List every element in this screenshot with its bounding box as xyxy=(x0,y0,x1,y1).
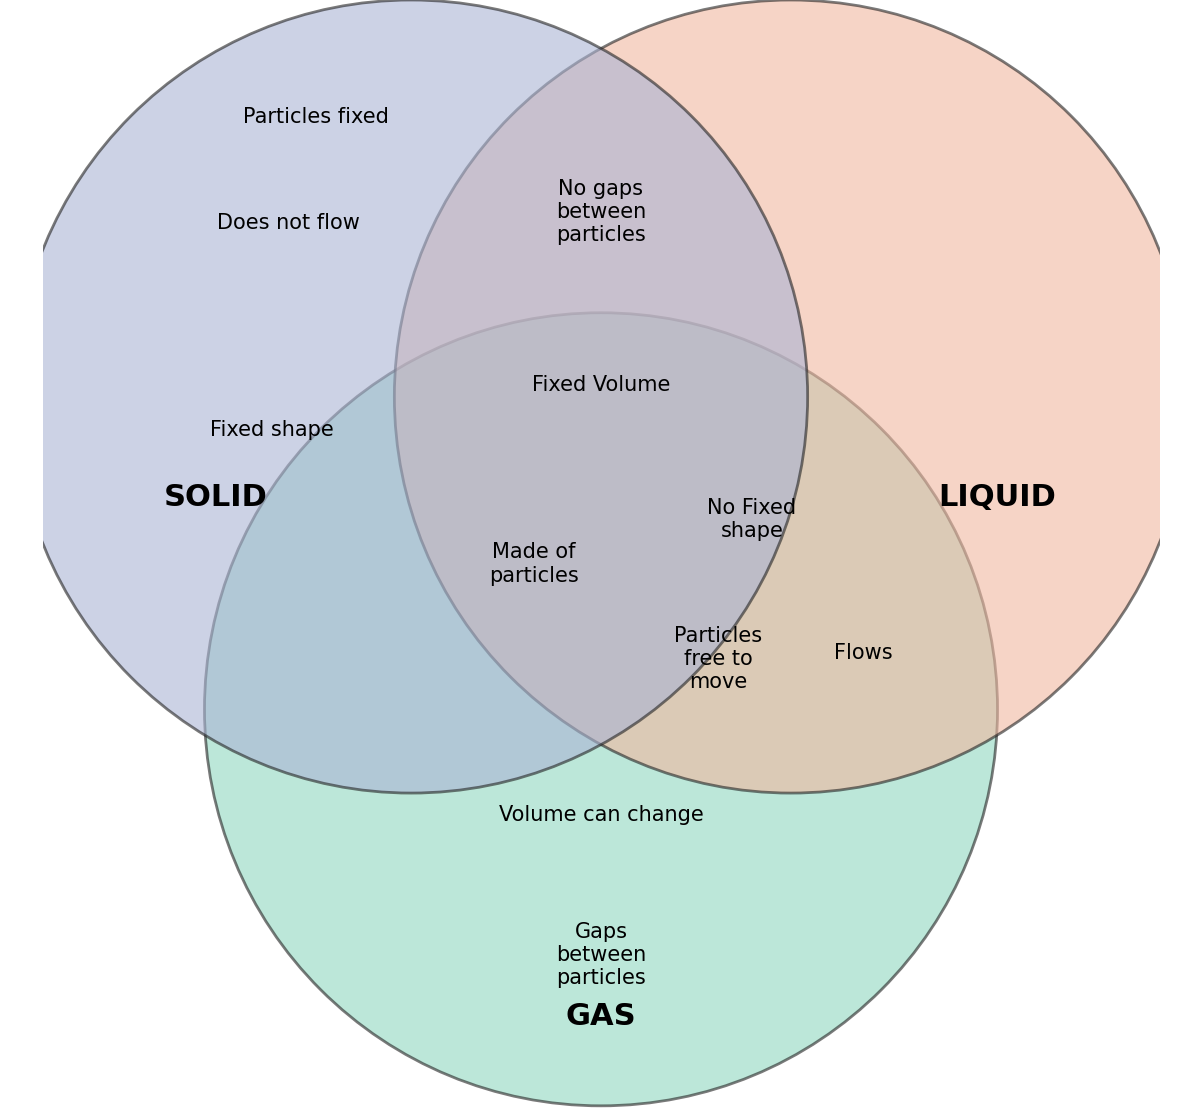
Text: No gaps
between
particles: No gaps between particles xyxy=(555,179,647,246)
Text: Made of
particles: Made of particles xyxy=(489,543,579,585)
Text: SOLID: SOLID xyxy=(163,483,268,512)
Text: Volume can change: Volume can change xyxy=(499,805,703,825)
Circle shape xyxy=(394,0,1188,793)
Circle shape xyxy=(204,313,998,1106)
Text: Particles fixed: Particles fixed xyxy=(243,107,389,127)
Text: LIQUID: LIQUID xyxy=(939,483,1057,512)
Text: Fixed shape: Fixed shape xyxy=(209,420,333,440)
Text: Fixed Volume: Fixed Volume xyxy=(531,375,671,395)
Text: Does not flow: Does not flow xyxy=(216,213,359,233)
Text: Flows: Flows xyxy=(834,643,893,663)
Text: No Fixed
shape: No Fixed shape xyxy=(707,498,797,541)
Text: Gaps
between
particles: Gaps between particles xyxy=(555,922,647,989)
Text: Particles
free to
move: Particles free to move xyxy=(674,626,762,693)
Text: GAS: GAS xyxy=(566,1002,636,1031)
Circle shape xyxy=(14,0,808,793)
